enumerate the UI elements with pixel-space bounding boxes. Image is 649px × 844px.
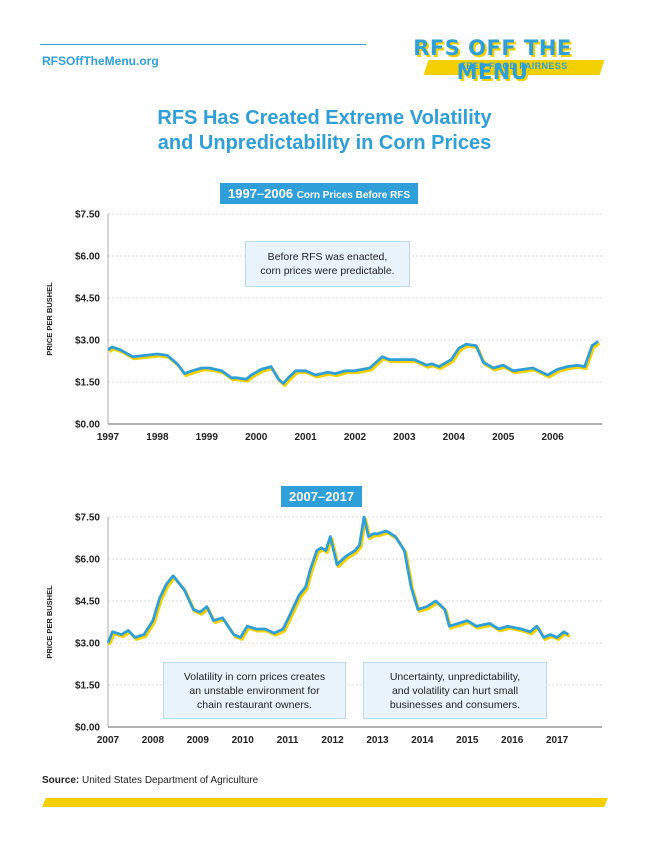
chart1-y-tick-label: $1.50 bbox=[75, 378, 100, 389]
chart2-annotation-right: Uncertainty, unpredictability, and volati… bbox=[363, 662, 547, 719]
logo-subtitle: FEED FOOD FAIRNESS bbox=[460, 61, 568, 71]
annotation-line: Volatility in corn prices creates bbox=[183, 670, 326, 683]
chart2-x-tick-label: 2015 bbox=[456, 735, 479, 746]
chart1-x-tick-label: 2003 bbox=[393, 432, 416, 443]
chart2-x-tick-label: 2014 bbox=[411, 735, 434, 746]
chart2-title: 2007–2017 bbox=[289, 489, 355, 504]
source-text: United States Department of Agriculture bbox=[82, 775, 259, 786]
chart2-x-tick-label: 2012 bbox=[321, 735, 344, 746]
annotation-line: Before RFS was enacted, bbox=[267, 251, 388, 263]
annotation-line: corn prices were predictable. bbox=[260, 265, 395, 277]
page-title: RFS Has Created Extreme Volatility and U… bbox=[0, 106, 649, 156]
chart2-series-line bbox=[106, 515, 570, 644]
chart1-x-tick-label: 2004 bbox=[443, 432, 466, 443]
chart2-x-tick-label: 2008 bbox=[142, 735, 165, 746]
annotation-text: Volatility in corn prices creates an unst… bbox=[184, 670, 325, 712]
chart2-annotation-left: Volatility in corn prices creates an unst… bbox=[163, 662, 346, 719]
chart2-y-axis-label: PRICE PER BUSHEL bbox=[45, 585, 54, 659]
chart1-line-chart: $0.00 $1.50 $3.00 $4.50 $6.00 $7.50 1997 1998 19… bbox=[45, 210, 602, 443]
source-note: Source: United States Department of Agri… bbox=[42, 775, 258, 786]
chart2-x-tick-label: 2010 bbox=[232, 735, 255, 746]
chart1-x-tick-label: 2001 bbox=[294, 432, 317, 443]
annotation-line: chain restaurant owners. bbox=[197, 698, 312, 711]
footer-yellow-bar bbox=[42, 798, 608, 807]
chart1-x-tick-label: 2006 bbox=[541, 432, 564, 443]
chart1-subtitle: Corn Prices Before RFS bbox=[296, 190, 411, 201]
chart1-series-shadow-line bbox=[108, 342, 601, 387]
chart2-x-tick-label: 2011 bbox=[277, 735, 299, 746]
chart2-x-tick-label: 2016 bbox=[501, 735, 524, 746]
chart1-x-tick-label: 2005 bbox=[492, 432, 515, 443]
chart1-y-tick-label: $4.50 bbox=[75, 294, 100, 305]
chart1-annotation: Before RFS was enacted, corn prices were … bbox=[245, 241, 410, 287]
chart2-x-tick-label: 2017 bbox=[546, 735, 569, 746]
annotation-text: Uncertainty, unpredictability, and volati… bbox=[390, 670, 520, 712]
header-rule bbox=[40, 44, 366, 45]
chart2-y-tick-label: $1.50 bbox=[75, 681, 100, 692]
page-title-line2: and Unpredictability in Corn Prices bbox=[157, 132, 492, 154]
chart2-y-tick-label: $7.50 bbox=[75, 513, 100, 524]
chart2-x-tick-label: 2007 bbox=[97, 735, 120, 746]
chart2-y-tick-label: $6.00 bbox=[75, 555, 100, 566]
chart1-y-axis-label: PRICE PER BUSHEL bbox=[45, 282, 54, 356]
chart1-y-tick-label: $3.00 bbox=[75, 336, 100, 347]
chart2-x-tick-label: 2009 bbox=[187, 735, 210, 746]
annotation-line: an unstable environment for bbox=[189, 684, 320, 697]
source-label: Source: bbox=[42, 775, 80, 786]
chart1-x-tick-label: 2002 bbox=[344, 432, 367, 443]
page-title-line1: RFS Has Created Extreme Volatility bbox=[157, 107, 492, 129]
chart1-x-tick-label: 1998 bbox=[146, 432, 169, 443]
chart1-y-tick-label: $7.50 bbox=[75, 210, 100, 221]
chart1-x-tick-label: 2000 bbox=[245, 432, 268, 443]
chart2-y-tick-label: $4.50 bbox=[75, 597, 100, 608]
chart1-y-tick-label: $0.00 bbox=[75, 420, 100, 431]
chart1-title: 1997–2006 bbox=[228, 186, 294, 201]
chart1-x-tick-label: 1997 bbox=[97, 432, 120, 443]
chart1-y-tick-label: $6.00 bbox=[75, 252, 100, 263]
logo-title: RFS OFF THE MENU bbox=[413, 36, 572, 84]
annotation-line: and volatility can hurt small bbox=[391, 684, 519, 697]
chart2-y-tick-label: $0.00 bbox=[75, 723, 100, 734]
chart2-x-tick-label: 2013 bbox=[366, 735, 389, 746]
chart2-title-badge: 2007–2017 bbox=[281, 486, 363, 507]
annotation-line: businesses and consumers. bbox=[389, 698, 521, 711]
chart1-x-tick-label: 1999 bbox=[196, 432, 219, 443]
annotation-text: Before RFS was enacted, corn prices were … bbox=[260, 250, 394, 278]
annotation-line: Uncertainty, unpredictability, bbox=[389, 670, 521, 683]
chart2-y-tick-label: $3.00 bbox=[75, 639, 100, 650]
brand-logo: RFS OFF THE MENU FEED FOOD FAIRNESS bbox=[380, 36, 610, 84]
chart1-title-badge: 1997–2006 Corn Prices Before RFS bbox=[220, 183, 419, 204]
site-url-link[interactable]: RFSOffTheMenu.org bbox=[42, 54, 159, 68]
chart2-line-chart: $0.00 $1.50 $3.00 $4.50 $6.00 $7.50 2007 2008 20… bbox=[45, 513, 602, 746]
chart1-series-line bbox=[107, 340, 599, 385]
